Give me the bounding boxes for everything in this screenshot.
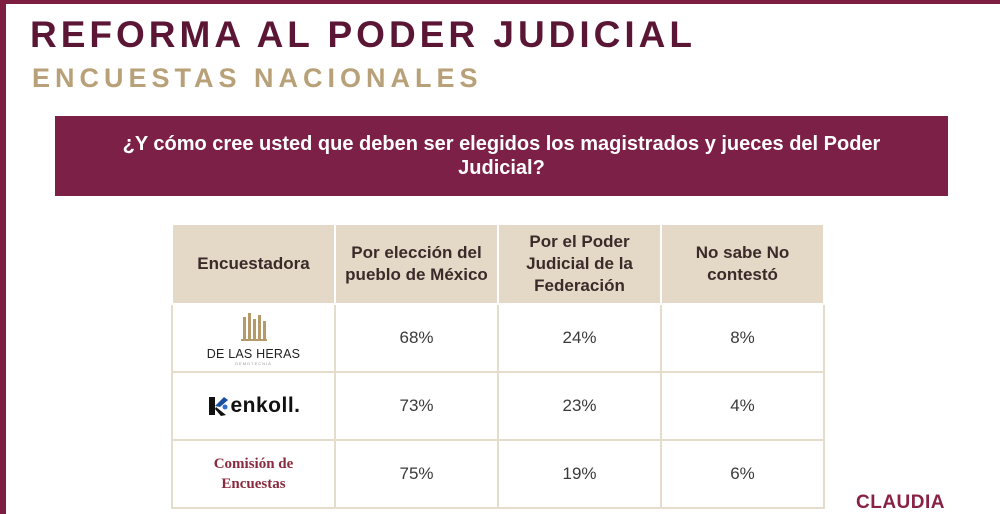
header-encuestadora: Encuestadora <box>171 223 336 305</box>
pollster-subname: DEMOTECNIA <box>235 360 272 366</box>
header-poder-judicial: Por el Poder Judicial de la Federación <box>497 223 662 305</box>
poder-judicial-value: 19% <box>497 439 662 509</box>
pollster-name: DE LAS HERAS <box>206 346 301 361</box>
table-row: DE LAS HERAS DEMOTECNIA 68% 24% 8% <box>171 303 825 373</box>
question-banner: ¿Y cómo cree usted que deben ser elegido… <box>55 116 948 196</box>
table-row: enkoll. 73% 23% 4% <box>171 371 825 441</box>
poder-judicial-value: 24% <box>497 303 662 373</box>
header-eleccion-pueblo: Por elección del pueblo de México <box>334 223 499 305</box>
eleccion-pueblo-value: 73% <box>334 371 499 441</box>
pollster-cell: DE LAS HERAS DEMOTECNIA <box>171 303 336 373</box>
pollster-name: Comisión de Encuestas <box>213 456 294 492</box>
enkoll-mark-icon <box>209 397 229 416</box>
no-sabe-value: 8% <box>660 303 825 373</box>
poder-judicial-value: 23% <box>497 371 662 441</box>
pollster-name: enkoll. <box>230 394 301 417</box>
brand-logo: CLAUDIA <box>856 492 945 513</box>
header-no-sabe: No sabe No contestó <box>660 223 825 305</box>
eleccion-pueblo-value: 68% <box>334 303 499 373</box>
pollster-cell: enkoll. <box>171 371 336 441</box>
no-sabe-value: 6% <box>660 439 825 509</box>
eleccion-pueblo-value: 75% <box>334 439 499 509</box>
header-eleccion-pueblo-label: Por elección del pueblo de México <box>345 243 488 284</box>
page-title: REFORMA AL PODER JUDICIAL <box>30 14 696 55</box>
columns-icon <box>240 312 267 341</box>
header-poder-judicial-label: Por el Poder Judicial de la Federación <box>526 232 633 295</box>
enkoll-logo: enkoll. <box>173 394 334 418</box>
header-no-sabe-label: No sabe No contestó <box>695 243 790 284</box>
de-las-heras-logo: DE LAS HERAS DEMOTECNIA <box>173 311 334 366</box>
question-text: ¿Y cómo cree usted que deben ser elegido… <box>122 133 881 179</box>
table-row: Comisión de Encuestas 75% 19% 6% <box>171 439 825 509</box>
pollster-cell: Comisión de Encuestas <box>171 439 336 509</box>
page-subtitle: ENCUESTAS NACIONALES <box>32 63 483 93</box>
no-sabe-value: 4% <box>660 371 825 441</box>
results-table: Encuestadora Por elección del pueblo de … <box>171 223 825 509</box>
table-header-row: Encuestadora Por elección del pueblo de … <box>171 223 825 305</box>
